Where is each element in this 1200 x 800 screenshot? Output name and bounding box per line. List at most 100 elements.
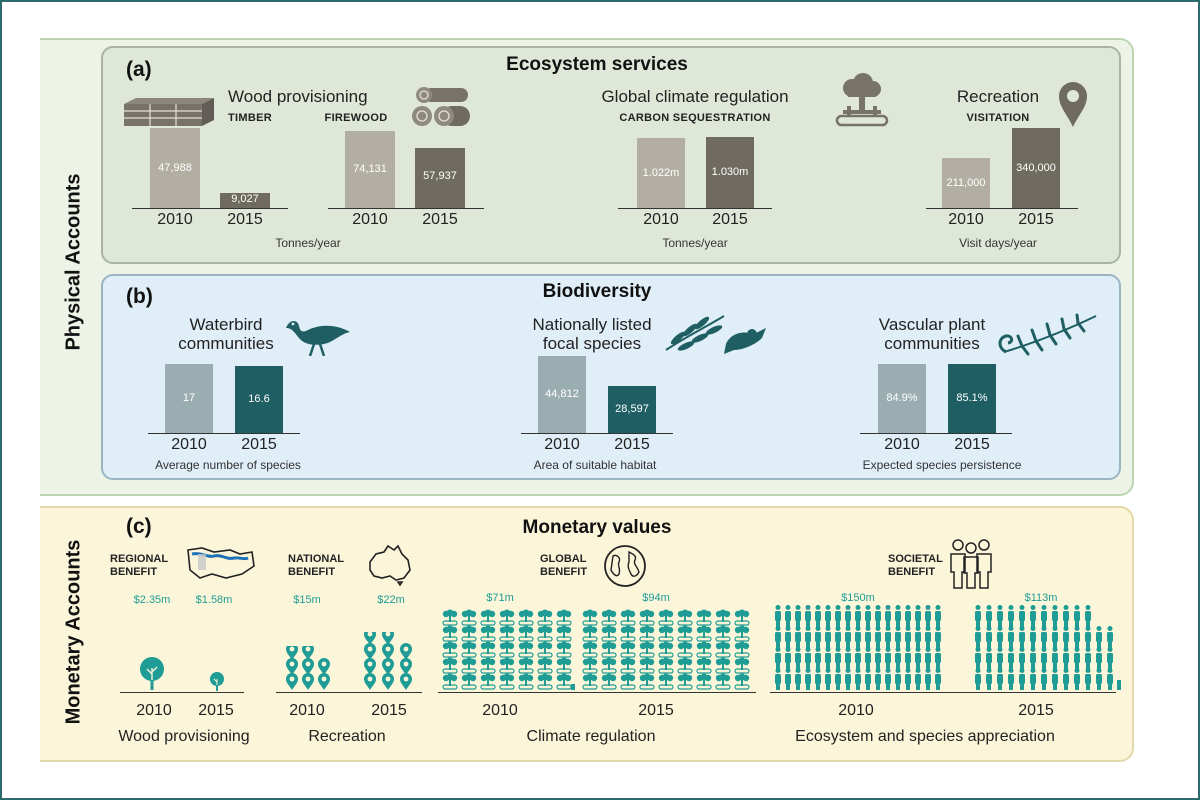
waterbird-title: Waterbird communities (178, 315, 274, 353)
national-benefit-label: NATIONAL BENEFIT (288, 553, 345, 578)
timber-bar-2010: 47,988 (150, 128, 200, 208)
climate-unit-icon (537, 609, 553, 626)
climate-unit-icon (556, 657, 572, 674)
person-icon (935, 647, 941, 669)
person-icon (1008, 605, 1014, 627)
person-icon (935, 626, 941, 648)
pin-icon (302, 658, 314, 675)
climate-unit-icon (461, 625, 477, 642)
person-icon (986, 647, 992, 669)
focal-axis (521, 433, 673, 434)
timber-icon (124, 98, 214, 126)
climate-unit-icon (518, 641, 534, 658)
person-icon (785, 605, 791, 627)
global-axis (438, 692, 756, 693)
person-icon (935, 605, 941, 627)
person-icon (1052, 605, 1058, 627)
climate-axis (618, 208, 772, 209)
climate-unit-icon (556, 673, 572, 690)
person-icon (855, 626, 861, 648)
vascular-year-2015: 2015 (954, 436, 990, 453)
pin-icon (400, 673, 412, 690)
pin-icon (400, 658, 412, 675)
climate-unit-icon (442, 609, 458, 626)
climate-unit-icon (734, 609, 750, 626)
climate-unit-icon (518, 609, 534, 626)
person-icon (825, 647, 831, 669)
vascular-unit-label: Expected species persistence (862, 458, 1022, 472)
climate-unit-icon (677, 673, 693, 690)
person-icon (895, 668, 901, 690)
climate-unit-icon (480, 609, 496, 626)
focal-unit-label: Area of suitable habitat (533, 458, 657, 472)
person-icon (915, 668, 921, 690)
focal-value-2015: 28,597 (615, 403, 649, 415)
person-icon (845, 647, 851, 669)
person-icon (986, 668, 992, 690)
person-icon (795, 647, 801, 669)
person-icon (1085, 605, 1091, 627)
climate-unit-icon (639, 625, 655, 642)
climate-unit-icon (715, 657, 731, 674)
waterbird-value-2010: 17 (182, 392, 196, 404)
person-icon (795, 668, 801, 690)
climate-unit-icon (499, 673, 515, 690)
climate-unit-icon (442, 657, 458, 674)
regional-map-icon (187, 547, 255, 579)
person-icon (875, 605, 881, 627)
regional-year-2010: 2010 (136, 702, 172, 719)
climate-unit-icon (734, 625, 750, 642)
person-icon (1074, 626, 1080, 648)
person-icon (1052, 668, 1058, 690)
climate-unit-icon (601, 609, 617, 626)
climate-unit-icon (734, 673, 750, 690)
climate-unit-icon (658, 673, 674, 690)
climate-unit-icon (556, 609, 572, 626)
species-icon (665, 315, 766, 354)
person-icon (997, 668, 1003, 690)
firewood-axis (328, 208, 484, 209)
pin-icon (318, 658, 330, 675)
person-icon (915, 605, 921, 627)
person-icon (915, 647, 921, 669)
person-icon (1030, 626, 1036, 648)
person-icon (1019, 668, 1025, 690)
climate-icons-2010 (442, 609, 575, 690)
person-icon (1074, 668, 1080, 690)
firewood-year-2015: 2015 (422, 211, 458, 228)
climate-unit-icon (582, 641, 598, 658)
timber-axis (132, 208, 288, 209)
national-year-2015: 2015 (371, 702, 407, 719)
global-year-2010: 2010 (482, 702, 518, 719)
person-icon (815, 626, 821, 648)
climate-unit-icon (582, 673, 598, 690)
person-icon (895, 626, 901, 648)
monetary-values-title: Monetary values (522, 517, 672, 538)
person-icon (1041, 626, 1047, 648)
person-icon (1107, 647, 1113, 669)
pin-icon (286, 658, 298, 675)
person-icon (785, 626, 791, 648)
person-icon (1052, 626, 1058, 648)
person-icon (935, 668, 941, 690)
person-icon (785, 647, 791, 669)
person-icon (1030, 647, 1036, 669)
regional-axis (120, 692, 244, 693)
person-icon (1096, 668, 1102, 690)
person-icon (1041, 605, 1047, 627)
climate-unit-icon (677, 609, 693, 626)
national-axis (276, 692, 422, 693)
recreation-title: Recreation (956, 87, 1040, 106)
person-icon (905, 668, 911, 690)
recreation-value-2015: 340,000 (1016, 162, 1056, 174)
climate-icons-2015 (582, 609, 750, 690)
pin-icon (286, 646, 298, 660)
person-icon (835, 647, 841, 669)
climate-value-2015: 1.030m (711, 166, 749, 178)
firewood-bar-2010: 74,131 (345, 131, 395, 208)
person-icon (895, 647, 901, 669)
person-icon (905, 647, 911, 669)
person-icon (815, 647, 821, 669)
pin-icon (302, 646, 314, 660)
person-icon (905, 605, 911, 627)
